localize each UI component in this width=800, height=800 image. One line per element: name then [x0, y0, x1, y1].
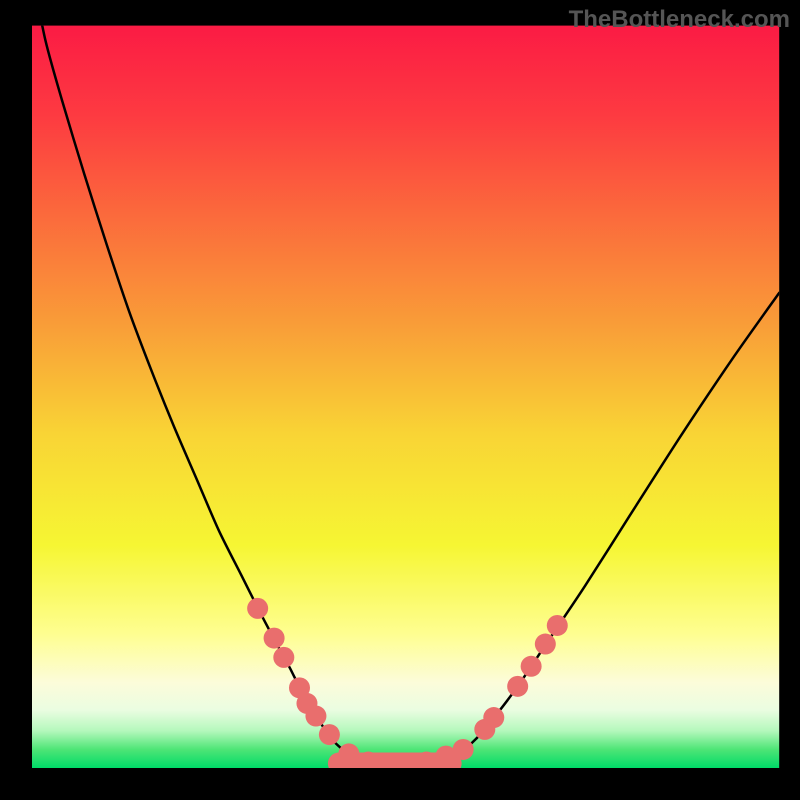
watermark-text: TheBottleneck.com	[569, 6, 790, 34]
chart-root: TheBottleneck.com	[0, 0, 800, 800]
marker-right	[507, 676, 528, 697]
marker-right	[483, 707, 504, 728]
marker-left	[273, 647, 294, 668]
marker-bottom	[338, 743, 359, 764]
marker-bottom	[319, 724, 340, 745]
marker-right	[547, 615, 568, 636]
marker-left	[305, 706, 326, 727]
marker-right	[453, 739, 474, 760]
marker-right	[521, 656, 542, 677]
gradient-background	[32, 26, 779, 768]
chart-svg	[0, 0, 800, 800]
marker-left	[247, 598, 268, 619]
marker-left	[264, 628, 285, 649]
marker-right	[535, 634, 556, 655]
